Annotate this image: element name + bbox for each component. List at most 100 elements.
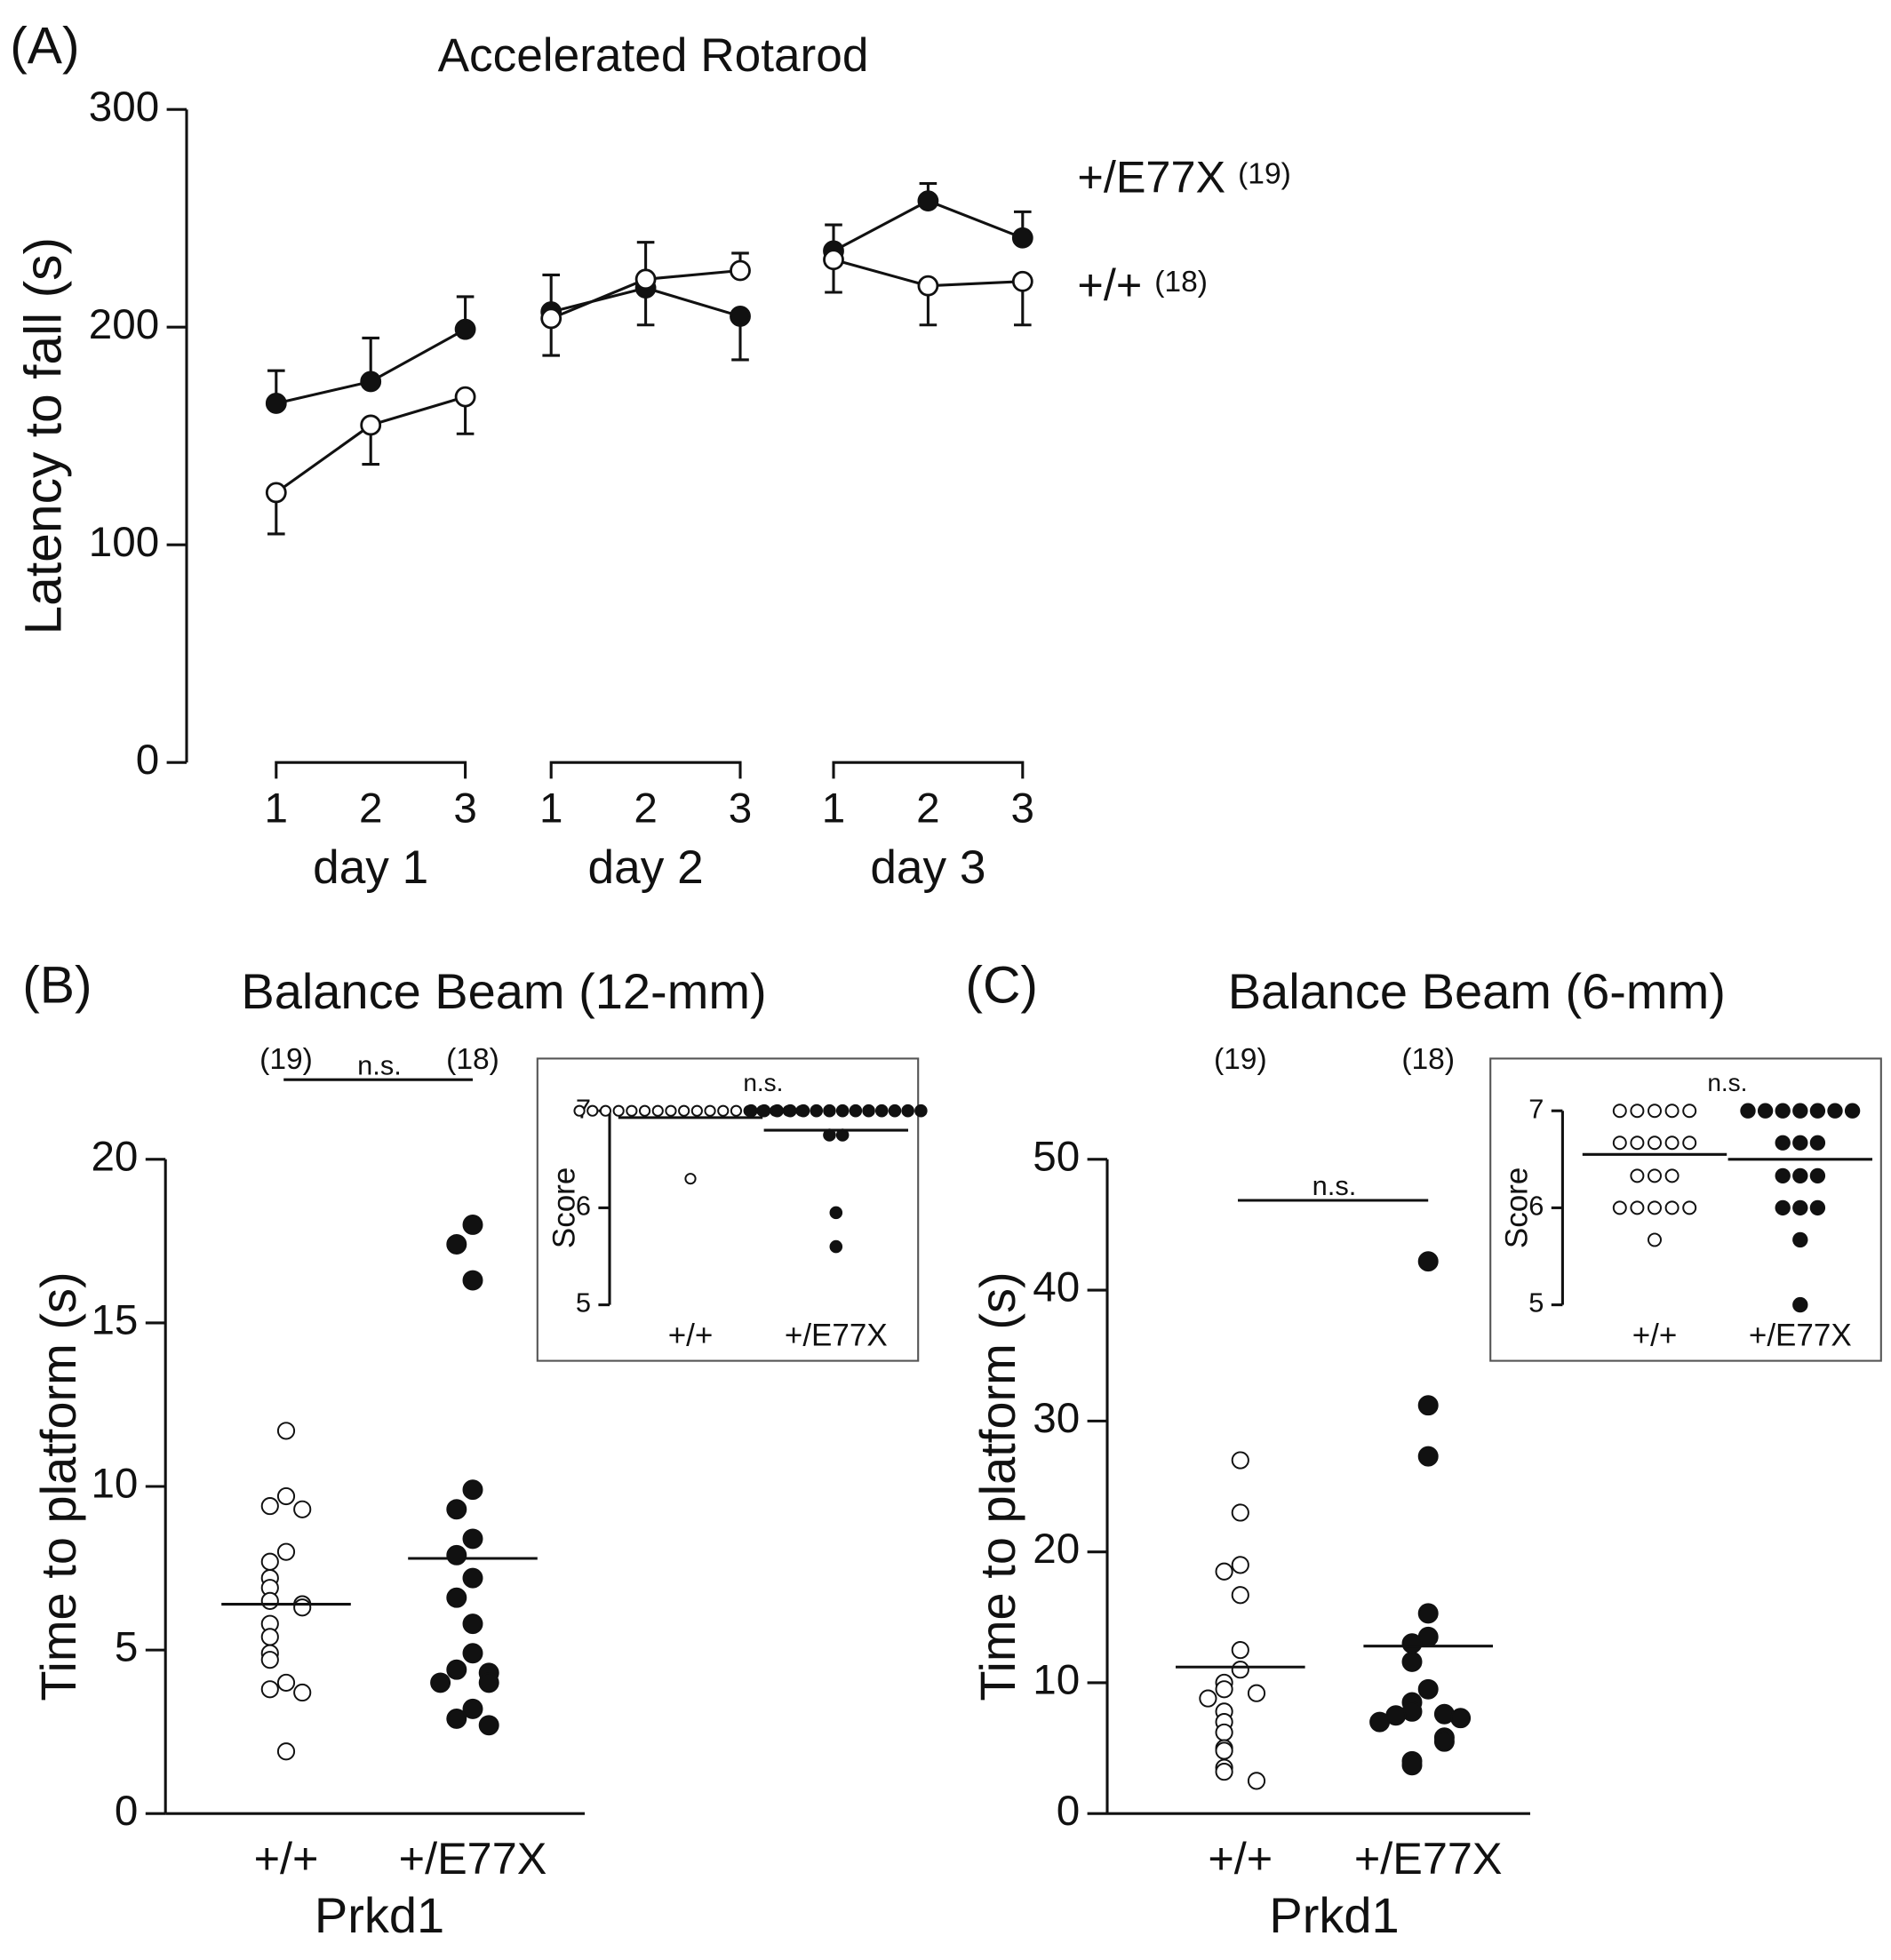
significance-label: n.s.	[357, 1049, 402, 1080]
y-tick-label: 50	[1033, 1133, 1080, 1180]
point	[1648, 1200, 1662, 1215]
point	[1612, 1103, 1627, 1119]
point	[1401, 1651, 1423, 1672]
point	[1231, 1641, 1249, 1660]
group-label: day 1	[313, 841, 428, 894]
point	[1612, 1200, 1627, 1215]
point	[1792, 1199, 1808, 1216]
point	[1215, 1763, 1233, 1781]
point	[1630, 1200, 1645, 1215]
n-label: (18)	[446, 1043, 499, 1076]
point	[260, 1680, 279, 1699]
point	[1417, 1251, 1439, 1272]
x-tick-label: 3	[729, 785, 752, 832]
point	[293, 1500, 312, 1518]
point	[446, 1499, 467, 1520]
point	[1648, 1168, 1662, 1183]
point	[1775, 1199, 1791, 1216]
y-axis-label: Time to platform (s)	[30, 1271, 86, 1701]
point	[757, 1103, 771, 1118]
point	[260, 1497, 279, 1516]
point	[276, 1542, 296, 1561]
point	[1757, 1103, 1774, 1119]
category-label: +/E77X	[1354, 1833, 1503, 1884]
category-label: +/+	[254, 1833, 319, 1884]
y-tick-label: 6	[576, 1191, 591, 1222]
point	[1682, 1103, 1697, 1119]
point	[265, 482, 287, 504]
inset-frame	[536, 1057, 920, 1362]
point	[462, 1214, 483, 1235]
y-tick-label: 200	[89, 301, 159, 348]
point	[1417, 1603, 1439, 1624]
y-tick-label: 5	[115, 1624, 138, 1671]
group-bracket	[549, 761, 742, 779]
point	[730, 1104, 743, 1117]
point	[1231, 1586, 1249, 1605]
x-tick-label: 3	[1011, 785, 1034, 832]
point	[651, 1104, 664, 1117]
point	[684, 1173, 697, 1185]
point	[665, 1104, 677, 1117]
point	[1664, 1135, 1680, 1151]
y-tick-label: 5	[576, 1287, 591, 1319]
point	[1215, 1562, 1233, 1581]
point	[917, 190, 939, 212]
point	[914, 1103, 928, 1118]
point	[260, 1628, 279, 1646]
point	[293, 1598, 312, 1617]
point	[770, 1103, 784, 1118]
point	[1215, 1741, 1233, 1760]
point	[260, 1591, 279, 1610]
point	[1775, 1103, 1791, 1119]
x-tick-label: 1	[539, 785, 563, 832]
point	[1648, 1135, 1662, 1151]
point	[829, 1206, 843, 1220]
x-tick-label: 1	[265, 785, 288, 832]
point	[626, 1104, 638, 1117]
point	[1630, 1103, 1645, 1119]
point	[823, 249, 844, 271]
point	[1231, 1556, 1249, 1574]
point	[690, 1104, 703, 1117]
point	[1740, 1103, 1756, 1119]
point	[1809, 1103, 1826, 1119]
point	[1792, 1296, 1808, 1313]
point	[888, 1103, 902, 1118]
point	[1775, 1167, 1791, 1184]
y-tick-label: 30	[1033, 1395, 1080, 1442]
x-axis-label: Prkd1	[315, 1887, 444, 1943]
point	[1630, 1168, 1645, 1183]
point	[462, 1698, 483, 1719]
y-tick-label: 7	[1528, 1093, 1544, 1124]
point	[849, 1103, 863, 1118]
point	[1792, 1135, 1808, 1151]
point	[1682, 1135, 1697, 1151]
point	[265, 393, 287, 414]
group-bracket	[275, 761, 467, 779]
y-tick-label: 10	[1033, 1657, 1080, 1704]
y-tick-label: 15	[91, 1296, 138, 1343]
point	[1809, 1135, 1826, 1151]
point	[678, 1104, 690, 1117]
point	[454, 318, 476, 340]
panel-label: (A)	[10, 18, 79, 76]
legend-label: +/E77X	[1077, 151, 1225, 202]
point	[1648, 1232, 1662, 1247]
point	[462, 1479, 483, 1501]
group-bracket	[832, 761, 1025, 779]
point	[1417, 1395, 1439, 1416]
point	[1664, 1168, 1680, 1183]
point	[1827, 1103, 1843, 1119]
y-axis-label: Score	[547, 1167, 581, 1248]
point	[1011, 227, 1033, 249]
point	[1664, 1103, 1680, 1119]
chart-title: Balance Beam (12-mm)	[241, 963, 766, 1019]
point	[810, 1103, 824, 1118]
point	[1247, 1684, 1266, 1702]
point	[1682, 1200, 1697, 1215]
point	[540, 307, 563, 330]
legend-label: +/+	[1077, 259, 1142, 310]
